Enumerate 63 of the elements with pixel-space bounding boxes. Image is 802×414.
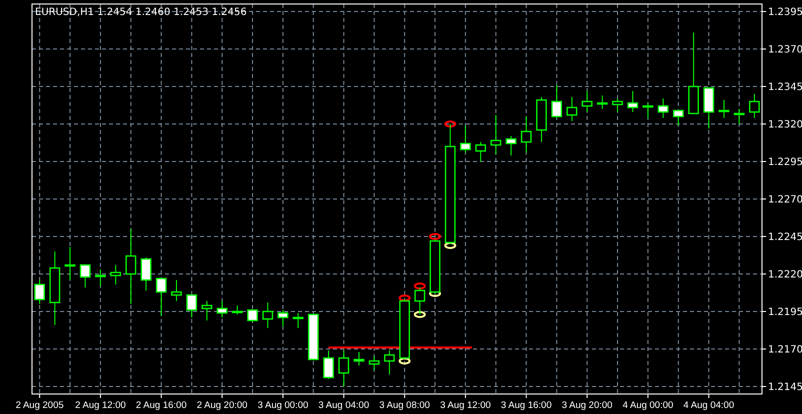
candlestick: [703, 87, 714, 129]
x-tick-label: 3 Aug 08:00: [379, 400, 430, 411]
x-tick-label: 3 Aug 12:00: [440, 400, 491, 411]
candlestick: [247, 309, 258, 322]
x-tick-label: 3 Aug 04:00: [318, 400, 370, 411]
candlestick: [627, 90, 638, 112]
candlestick: [734, 108, 745, 124]
x-tick-label: 2 Aug 20:00: [196, 400, 248, 411]
y-tick-label: 1.2220: [768, 270, 802, 280]
candlestick: [368, 356, 380, 370]
candlestick: [64, 246, 76, 280]
candlestick: [718, 100, 730, 118]
candlestick: [749, 94, 760, 118]
candlestick: [490, 114, 502, 154]
candlestick: [262, 302, 274, 328]
y-tick-label: 1.2145: [768, 382, 802, 393]
y-tick-label: 1.2320: [768, 120, 802, 130]
candlestick: [475, 142, 486, 162]
x-tick-label: 2 Aug 2005: [16, 400, 64, 411]
candlestick: [323, 350, 334, 380]
candlestick: [171, 280, 182, 302]
candlestick: [354, 352, 364, 366]
x-tick-label: 4 Aug 04:00: [683, 400, 734, 411]
y-tick-label: 1.2195: [768, 307, 802, 318]
candlestick: [95, 269, 106, 286]
candlestick: [338, 350, 350, 387]
candlestick: [460, 125, 471, 153]
y-tick-label: 1.2295: [768, 157, 802, 168]
x-tick-label: 2 Aug 16:00: [136, 400, 187, 411]
candlestick: [672, 110, 684, 126]
x-tick-label: 3 Aug 20:00: [562, 400, 612, 411]
candlestick: [384, 350, 395, 375]
x-tick-label: 2 Aug 12:00: [75, 400, 126, 411]
candlestick: [520, 116, 532, 153]
candlestick: [156, 278, 167, 316]
y-tick-label: 1.2245: [768, 232, 802, 243]
candlestick: [202, 300, 212, 321]
candlestick: [612, 98, 623, 112]
candlestick: [658, 98, 669, 118]
candlestick: [292, 312, 304, 328]
candlestick: [596, 95, 608, 110]
candlestick: [110, 264, 122, 285]
candlestick: [551, 84, 562, 118]
y-tick-label: 1.2270: [768, 194, 802, 206]
x-tick-label: 3 Aug 16:00: [500, 400, 552, 411]
candlestick: [186, 294, 198, 318]
x-tick-label: 3 Aug 00:00: [258, 400, 308, 411]
candlestick: [34, 280, 45, 304]
candlestick: [125, 228, 136, 304]
y-tick-label: 1.2395: [768, 7, 802, 18]
y-tick-label: 1.2170: [768, 344, 802, 356]
candlestick: [278, 310, 288, 327]
candlestick: [80, 264, 91, 288]
candlestick: [140, 257, 152, 291]
y-tick-label: 1.2345: [768, 82, 802, 93]
candlestick: [216, 300, 228, 318]
chart-title: EURUSD,H1 1.2454 1.2460 1.2453 1.2456: [35, 7, 247, 18]
candlestick: [566, 96, 578, 122]
candlestick: [642, 102, 654, 118]
candlestick: [582, 90, 592, 112]
y-tick-label: 1.2370: [768, 44, 802, 56]
x-tick-label: 4 Aug 00:00: [622, 400, 674, 411]
candlestick: [506, 136, 516, 156]
